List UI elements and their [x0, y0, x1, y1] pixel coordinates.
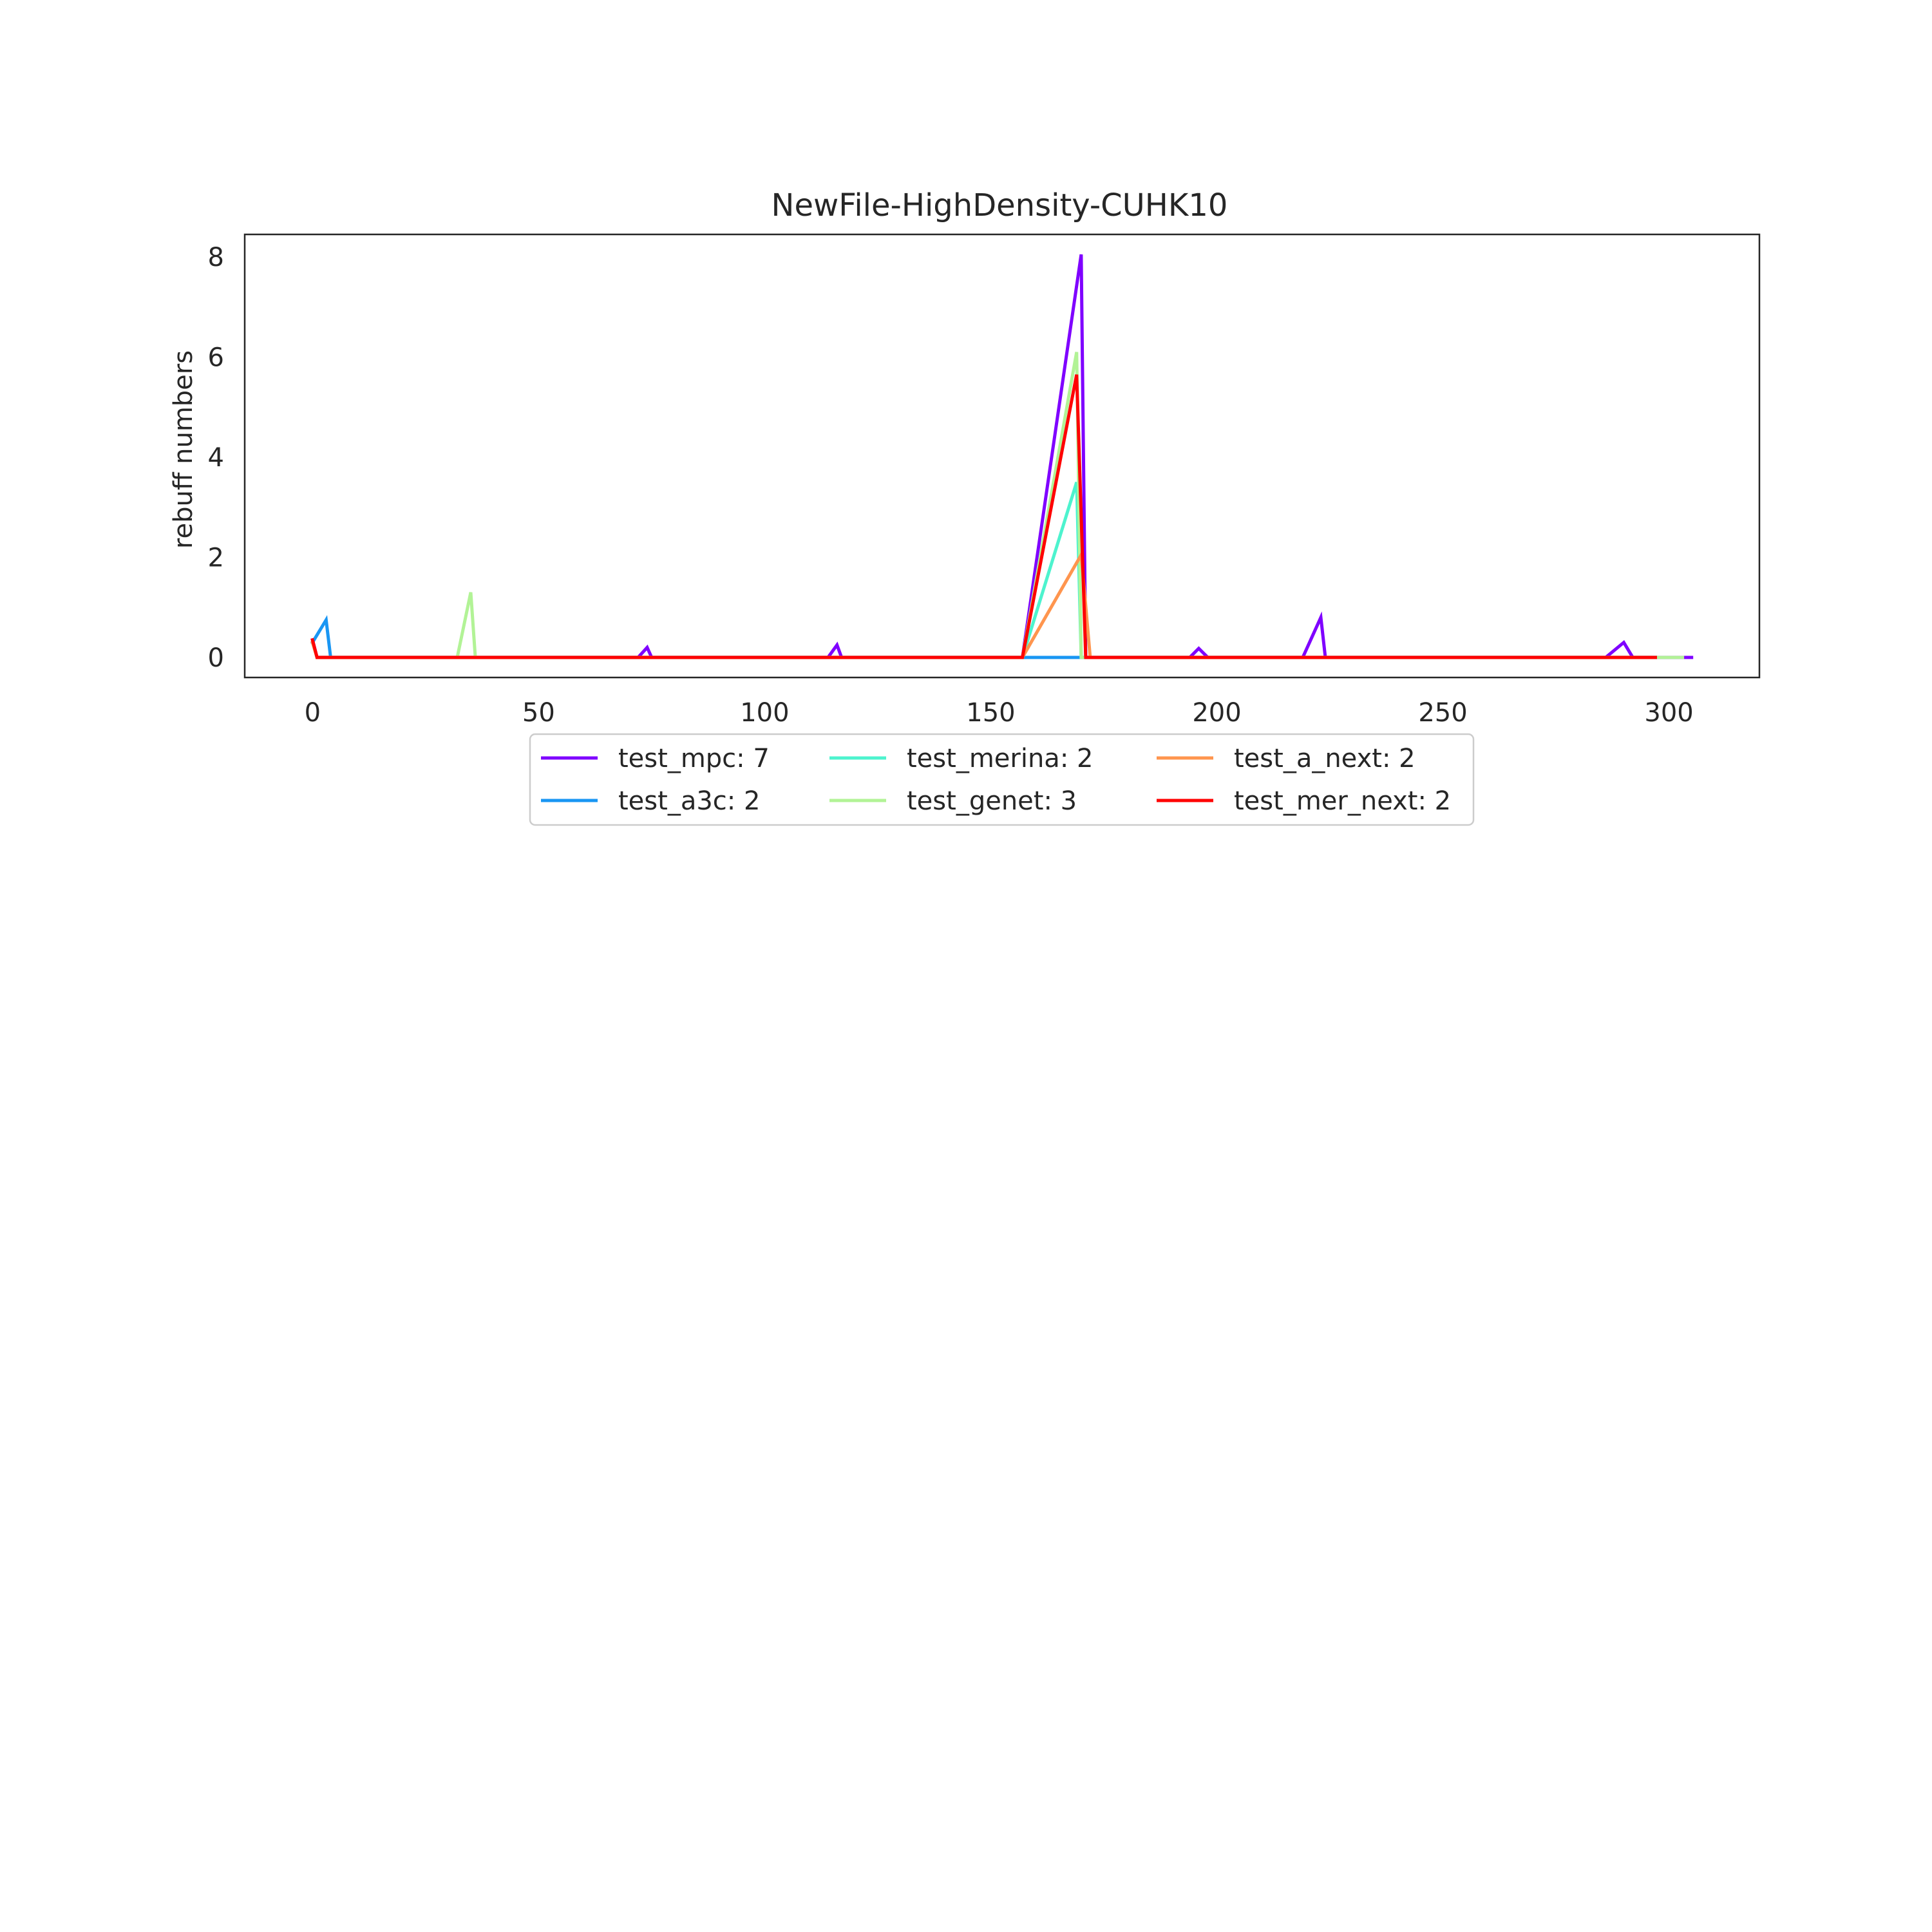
- y-tick-label: 6: [208, 343, 224, 372]
- legend-label-2: test_merina: 2: [907, 744, 1093, 773]
- x-tick-label: 300: [1644, 698, 1693, 728]
- legend-label-5: test_mer_next: 2: [1234, 786, 1451, 816]
- y-tick-label: 0: [208, 643, 224, 673]
- legend: test_mpc: 7 test_a3c: 2 test_merina: 2 test…: [529, 733, 1475, 826]
- x-tick-label: 0: [305, 698, 321, 728]
- x-tick-label: 150: [966, 698, 1015, 728]
- legend-box: [529, 733, 1475, 826]
- x-tick-label: 50: [522, 698, 555, 728]
- x-tick-label: 200: [1192, 698, 1241, 728]
- y-tick-label: 4: [208, 443, 224, 473]
- plot-area: [243, 233, 1761, 679]
- x-tick-label: 250: [1418, 698, 1467, 728]
- y-axis-ticks: 0 2 4 6 8: [208, 243, 224, 673]
- legend-label-3: test_genet: 3: [907, 786, 1077, 816]
- legend-items: test_mpc: 7 test_a3c: 2 test_merina: 2 test…: [541, 744, 1451, 816]
- chart-title: NewFile-HighDensity-CUHK10: [772, 187, 1228, 223]
- plot-frame: [243, 233, 1761, 679]
- x-axis-ticks: 0 50 100 150 200 250 300: [305, 698, 1694, 728]
- y-tick-label: 8: [208, 243, 224, 272]
- legend-label-1: test_a3c: 2: [618, 786, 760, 816]
- legend-label-4: test_a_next: 2: [1234, 744, 1416, 773]
- y-axis-label: rebuff numbers: [169, 350, 198, 549]
- y-tick-label: 2: [208, 543, 224, 573]
- series-layer: [310, 254, 1694, 659]
- series-line-5: [310, 374, 1657, 659]
- x-tick-label: 100: [740, 698, 789, 728]
- legend-label-0: test_mpc: 7: [618, 744, 770, 773]
